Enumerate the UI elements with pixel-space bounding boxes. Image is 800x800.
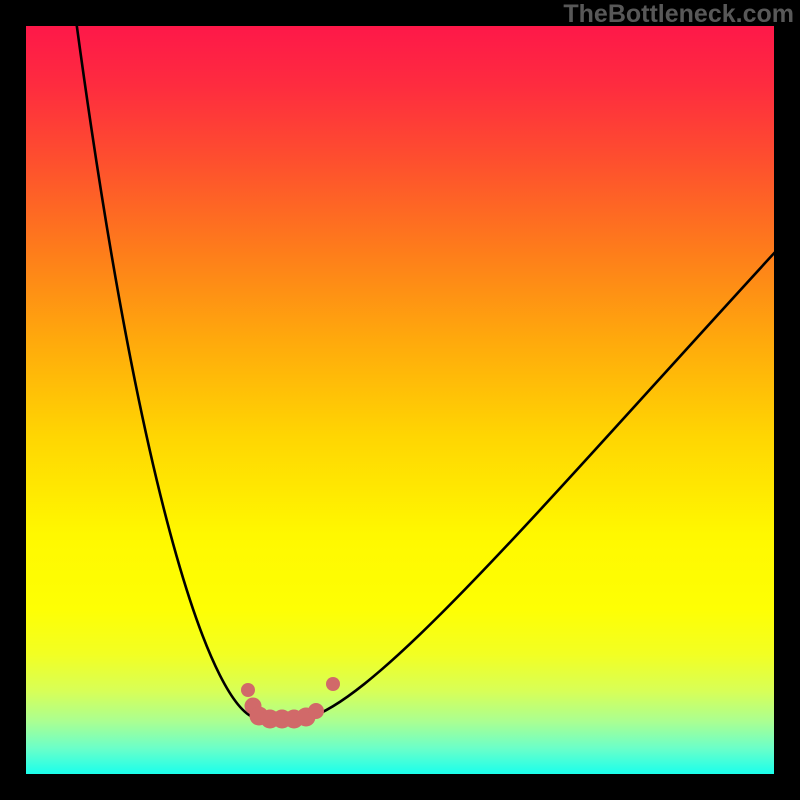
chart-svg bbox=[0, 0, 800, 800]
watermark-label: TheBottleneck.com bbox=[563, 0, 794, 29]
curve-marker bbox=[326, 677, 340, 691]
curve-marker bbox=[241, 683, 255, 697]
chart-container: { "canvas": { "width": 800, "height": 80… bbox=[0, 0, 800, 800]
curve-marker bbox=[308, 703, 324, 719]
